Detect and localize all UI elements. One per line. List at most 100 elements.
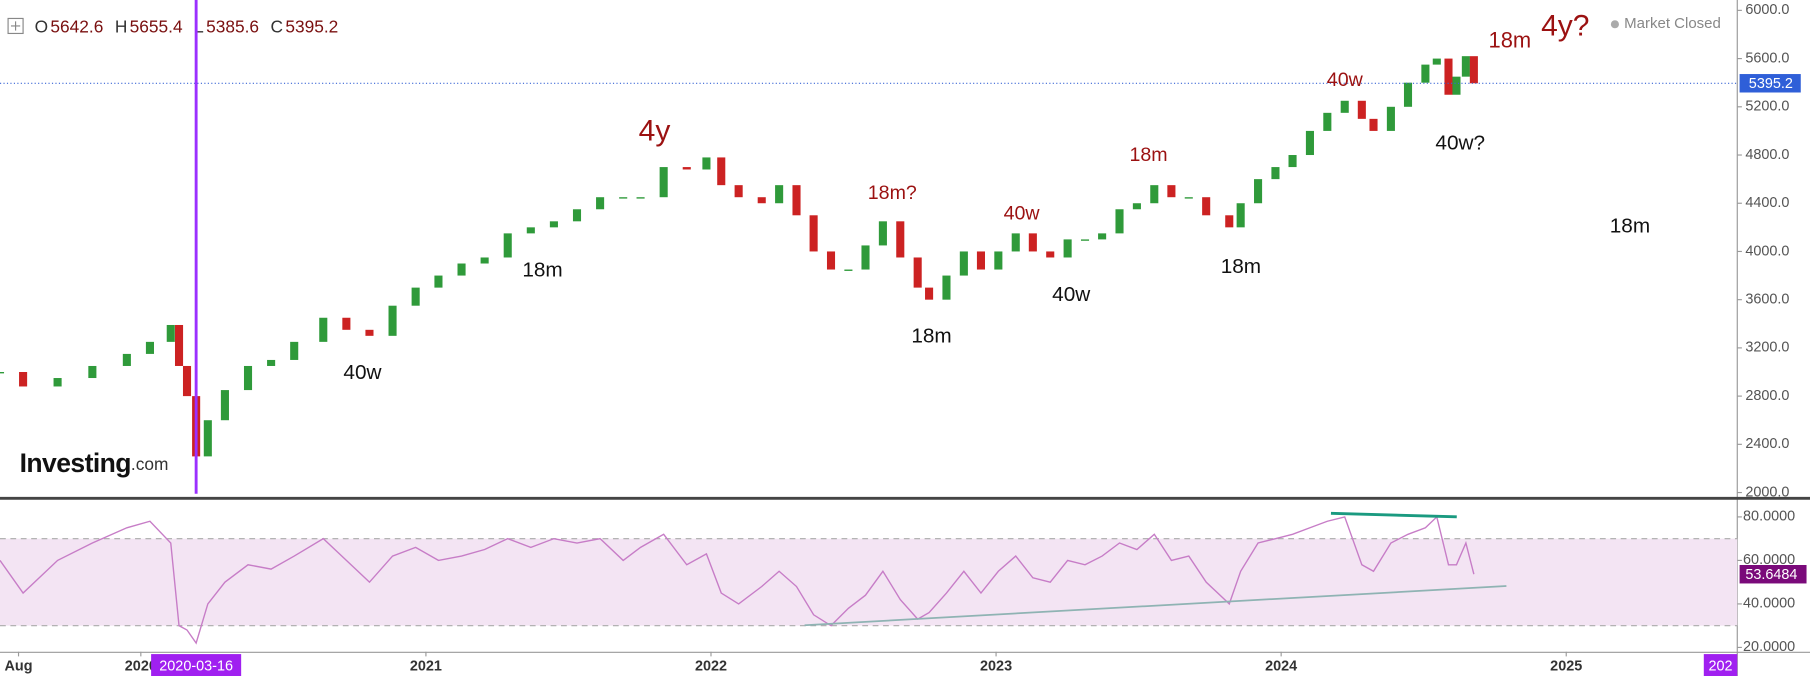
x-tick-label: 2021 [410,659,442,675]
annotation: 18m [1221,255,1261,278]
last-price-tag [1739,74,1801,93]
logo: Investing.com [20,448,169,478]
candle [503,233,512,258]
x-tick-label: 2025 [1550,659,1582,675]
candle [174,324,184,366]
candle [480,257,489,264]
candle [1271,167,1280,180]
annotation: 18m [522,259,562,282]
candle [166,324,175,342]
x-tick-label: 2023 [980,659,1012,675]
candle [1011,233,1020,252]
candle [220,390,229,421]
candle [757,197,766,204]
annotation: 40w [343,361,382,384]
annotation: 40w [1052,283,1091,306]
candle [861,245,870,270]
date-marker-label: 202 [1709,659,1733,675]
candle [1421,64,1430,83]
candle [267,359,276,366]
y-tick-label: 2000.0 [1745,484,1789,500]
candle [1063,239,1072,258]
header-icon [7,17,24,35]
date-marker-box [151,654,242,676]
ohlc-value: 5655.4 [130,16,183,36]
candle [1225,215,1234,228]
candle [290,341,299,360]
y-tick-label: 4400.0 [1745,195,1789,211]
candle [702,157,711,170]
ohlc-value: 5395.2 [285,16,338,36]
candle [1323,112,1332,131]
ohlc-key: L [194,16,204,36]
rsi-tick-label: 80.0000 [1743,509,1795,525]
date-marker-box [1703,654,1738,676]
candle [88,365,97,379]
y-tick-label: 2400.0 [1745,436,1789,452]
rsi-band [0,538,1738,626]
candle [826,251,836,270]
candle [896,221,905,258]
candle [994,251,1003,270]
candle [1236,203,1245,228]
candle [925,287,934,300]
market-status: Market Closed [1624,15,1721,32]
annotation: 40w [1327,69,1364,91]
ohlc-key: C [271,16,284,36]
candle [1369,118,1378,131]
candle [878,221,887,246]
candle [682,167,691,170]
candle [1461,56,1470,77]
rsi-line [0,515,1475,645]
candle [959,251,968,276]
trend-line [1330,511,1457,519]
candle [1150,185,1159,204]
candle [572,209,582,222]
annotation: 18m [1129,144,1167,166]
y-tick-label: 5600.0 [1745,50,1789,66]
candle [1340,100,1349,113]
candle [1046,251,1055,258]
status-dot [1610,20,1619,29]
annotation: 18m [1610,215,1650,238]
annotation: 18m? [868,182,917,204]
x-tick-label: Aug [5,659,33,675]
x-tick-label: 2022 [695,659,727,675]
candle [734,185,743,198]
candle [1132,203,1141,210]
candle [1202,197,1211,216]
trend-line [804,585,1507,627]
candle [1080,239,1090,241]
candle [203,420,212,457]
rsi-tick-label: 60.0000 [1743,552,1795,568]
candle [411,287,420,306]
candle [1469,56,1478,84]
candle [1452,76,1461,95]
annotation: 18m [1489,27,1532,52]
candle [0,372,5,374]
candle [243,365,253,391]
annotation: 18m [911,324,951,347]
rsi-tick-label: 40.0000 [1743,596,1795,612]
candle [434,275,443,288]
candle [1386,106,1395,131]
y-tick-label: 3200.0 [1745,340,1789,356]
candle [1254,179,1263,204]
y-tick-label: 6000.0 [1745,2,1789,18]
candle [388,305,397,336]
x-tick-label: 2020 [125,659,157,675]
candle [659,167,668,198]
plot [0,56,1738,645]
candle [19,372,28,387]
candle [53,378,62,387]
candle [1288,155,1297,168]
candle [717,157,726,186]
rsi-bands [0,538,1738,627]
rsi-value-tag [1739,564,1807,584]
candle [1167,185,1176,198]
rsi-value-label: 53.6484 [1745,567,1797,583]
annotation: 4y? [1541,10,1589,43]
candle [1444,58,1453,95]
annotation: 4y [639,115,671,148]
